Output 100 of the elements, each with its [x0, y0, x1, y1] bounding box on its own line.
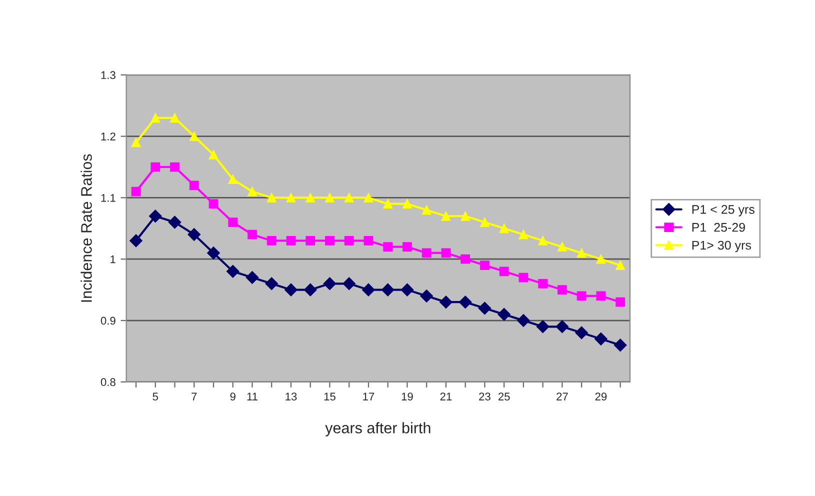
x-tick-label: 13	[286, 392, 297, 400]
point	[325, 236, 334, 246]
x-tick-label: 11	[247, 392, 258, 400]
legend-label: P1 < 25 yrs	[692, 205, 754, 216]
point	[400, 283, 414, 296]
point	[499, 224, 509, 234]
x-tick-label: 5	[152, 392, 158, 400]
point	[575, 326, 588, 340]
point	[576, 291, 586, 301]
x-tick-label: 25	[498, 392, 510, 400]
point	[246, 271, 259, 284]
point	[480, 260, 490, 270]
point	[188, 228, 201, 241]
point	[150, 162, 160, 172]
point	[556, 320, 569, 334]
point	[344, 193, 354, 202]
point	[616, 260, 625, 270]
point	[364, 236, 374, 246]
point	[170, 113, 180, 123]
point	[131, 186, 141, 196]
x-axis-title: years after birth	[325, 422, 430, 436]
x-tick-label: 21	[440, 392, 452, 400]
x-tick-label: 29	[595, 392, 607, 400]
point	[189, 132, 199, 141]
point	[420, 290, 434, 302]
point	[517, 314, 530, 327]
legend-label: P1 25-29	[692, 222, 745, 232]
point	[266, 236, 276, 246]
point	[306, 236, 316, 246]
point	[150, 113, 160, 123]
point	[499, 266, 509, 276]
point	[594, 332, 608, 346]
point	[478, 302, 492, 315]
point	[306, 193, 316, 202]
point	[381, 283, 394, 296]
point	[498, 308, 510, 321]
y-tick-label: 0.9	[100, 316, 116, 325]
point	[286, 193, 296, 202]
point	[518, 272, 528, 282]
point	[170, 162, 180, 172]
point	[383, 242, 393, 252]
x-tick-label: 15	[324, 392, 336, 400]
point	[576, 248, 586, 258]
point	[323, 277, 336, 290]
point	[441, 248, 451, 258]
point	[208, 150, 218, 160]
point	[460, 254, 470, 264]
y-axis-title: Incidence Rate Ratios	[80, 154, 92, 302]
point	[402, 242, 412, 252]
point	[616, 297, 625, 307]
point	[189, 180, 199, 190]
point	[558, 242, 567, 252]
point	[286, 236, 296, 246]
point	[248, 186, 257, 196]
point	[596, 254, 606, 264]
point	[538, 236, 548, 246]
point	[536, 320, 550, 334]
point	[460, 211, 470, 221]
point	[148, 210, 162, 223]
point	[364, 193, 374, 202]
point	[383, 199, 393, 209]
point	[422, 248, 432, 258]
point	[226, 264, 240, 278]
point	[480, 218, 490, 227]
point	[362, 283, 375, 296]
point	[440, 296, 452, 309]
point	[266, 193, 276, 202]
point	[596, 291, 606, 301]
point	[304, 283, 317, 296]
x-tick-label: 19	[402, 392, 413, 400]
x-tick-label: 7	[192, 392, 197, 400]
x-tick-label: 27	[556, 392, 568, 400]
point	[538, 278, 548, 288]
legend-label: P1> 30 yrs	[692, 240, 752, 252]
y-tick-label: 1.2	[101, 132, 116, 140]
point	[325, 193, 334, 202]
point	[402, 199, 412, 209]
point	[131, 138, 141, 148]
point	[441, 211, 451, 221]
x-tick-label: 23	[479, 392, 490, 400]
y-tick-label: 1.1	[101, 194, 116, 202]
x-tick-label: 17	[363, 392, 374, 400]
y-tick-label: 1.3	[101, 71, 116, 80]
y-tick-label: 0.8	[100, 378, 116, 386]
point	[168, 216, 182, 229]
point	[130, 234, 142, 248]
point	[458, 296, 472, 309]
point	[265, 277, 278, 290]
y-tick-label: 1	[110, 255, 116, 264]
point	[342, 277, 356, 290]
point	[344, 236, 354, 246]
point	[228, 218, 238, 227]
point	[614, 338, 627, 352]
point	[558, 285, 567, 294]
point	[228, 174, 238, 184]
point	[208, 199, 218, 209]
x-tick-label: 9	[230, 392, 236, 400]
point	[284, 283, 298, 296]
point	[207, 246, 220, 260]
point	[518, 230, 528, 240]
